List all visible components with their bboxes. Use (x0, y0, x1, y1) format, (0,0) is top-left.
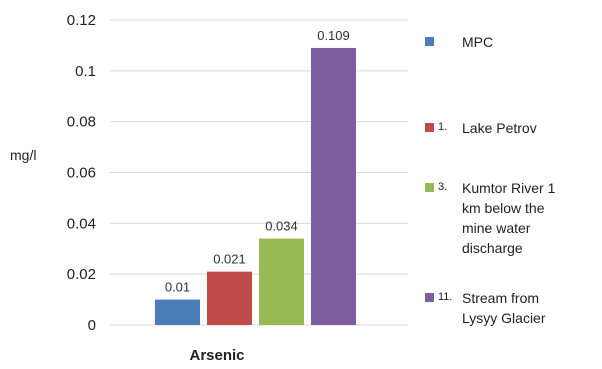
legend-label-line: km below the (462, 200, 545, 216)
legend-label-line: Lysyy Glacier (462, 310, 546, 326)
legend-number: 3. (438, 181, 448, 193)
bar-2 (207, 271, 252, 325)
legend-item: MPC (425, 32, 493, 52)
bar-1 (155, 299, 200, 325)
data-label: 0.021 (213, 252, 246, 267)
gridlines (110, 19, 408, 326)
y-tick-label: 0.1 (75, 63, 96, 80)
legend-label-line: Stream from (462, 290, 540, 306)
y-tick-label: 0.04 (67, 215, 96, 232)
legend-label-line: discharge (462, 240, 523, 256)
data-label: 0.01 (165, 280, 190, 295)
legend-label: Kumtor River 1 km below the mine water disc… (462, 178, 555, 258)
bar-3 (259, 238, 304, 325)
data-label: 0.109 (317, 28, 350, 43)
legend-swatch (425, 183, 434, 192)
legend-swatch (425, 123, 434, 132)
legend-item: 3. Kumtor River 1 km below the mine water di… (425, 178, 555, 258)
y-tick-label: 0.02 (67, 266, 96, 283)
legend-label-line: Kumtor River 1 (462, 180, 556, 196)
legend-label: MPC (462, 32, 493, 52)
legend-label: Stream from Lysyy Glacier (462, 288, 546, 328)
y-axis-ticks: 0 0.02 0.04 0.06 0.08 0.1 0.12 (67, 12, 96, 334)
legend-item: 1. Lake Petrov (425, 118, 537, 138)
legend-label-line: Lake Petrov (462, 120, 537, 136)
data-labels: 0.01 0.021 0.034 0.109 (165, 28, 350, 295)
data-label: 0.034 (265, 219, 298, 234)
legend-label-line: MPC (462, 34, 494, 50)
legend-swatch (425, 37, 434, 46)
y-tick-label: 0.06 (67, 165, 96, 182)
legend-number: 1. (438, 121, 448, 133)
y-tick-label: 0.12 (67, 12, 96, 29)
y-axis-label: mg/l (10, 147, 36, 163)
legend-swatch (425, 293, 434, 302)
legend-item: 11. Stream from Lysyy Glacier (425, 288, 546, 328)
y-tick-label: 0.08 (67, 114, 96, 131)
bars (155, 47, 356, 325)
y-tick-label: 0 (88, 317, 96, 334)
x-axis-category-label: Arsenic (189, 347, 244, 364)
bar-4 (311, 47, 356, 325)
legend-number: 11. (438, 291, 453, 303)
legend-label-line: mine water (462, 220, 531, 236)
legend-label: Lake Petrov (462, 118, 537, 138)
